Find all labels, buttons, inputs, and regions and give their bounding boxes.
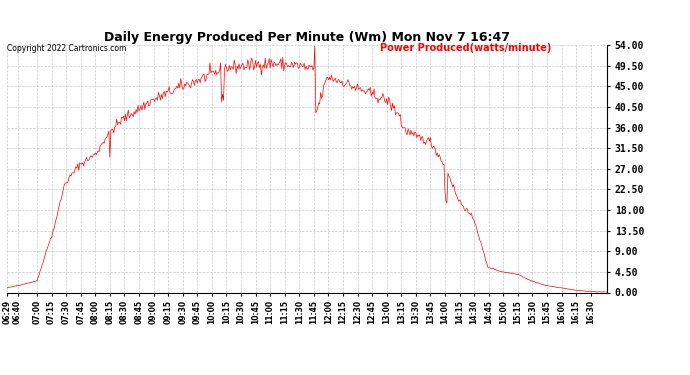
Title: Daily Energy Produced Per Minute (Wm) Mon Nov 7 16:47: Daily Energy Produced Per Minute (Wm) Mo… xyxy=(104,31,510,44)
Text: Power Produced(watts/minute): Power Produced(watts/minute) xyxy=(380,43,551,52)
Text: Copyright 2022 Cartronics.com: Copyright 2022 Cartronics.com xyxy=(7,44,126,52)
